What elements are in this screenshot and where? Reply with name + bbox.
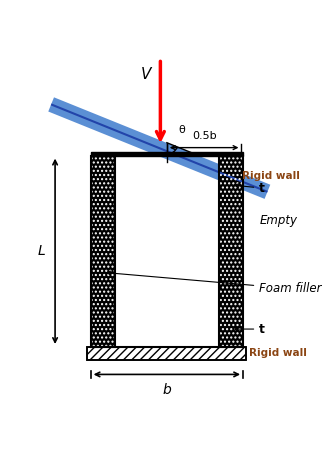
Bar	[91, 156, 115, 347]
Text: 0.5b: 0.5b	[192, 131, 216, 141]
Text: L: L	[38, 244, 45, 258]
Text: Rigid wall: Rigid wall	[241, 171, 299, 181]
Bar	[91, 152, 243, 156]
Text: t: t	[235, 322, 265, 336]
Bar	[91, 152, 243, 156]
Bar	[87, 347, 246, 360]
Bar	[219, 156, 243, 347]
Bar	[87, 347, 246, 360]
Text: θ: θ	[178, 124, 185, 135]
Bar	[91, 156, 115, 347]
Text: Foam filler: Foam filler	[107, 271, 322, 295]
Text: Rigid wall: Rigid wall	[249, 348, 307, 358]
Text: Empty: Empty	[259, 214, 297, 227]
Bar	[87, 347, 246, 360]
Bar	[219, 156, 243, 347]
Text: t: t	[235, 182, 265, 195]
Text: V: V	[141, 67, 151, 82]
Bar	[115, 156, 219, 347]
Bar	[219, 156, 243, 347]
Text: b: b	[162, 383, 171, 396]
Bar	[91, 156, 115, 347]
